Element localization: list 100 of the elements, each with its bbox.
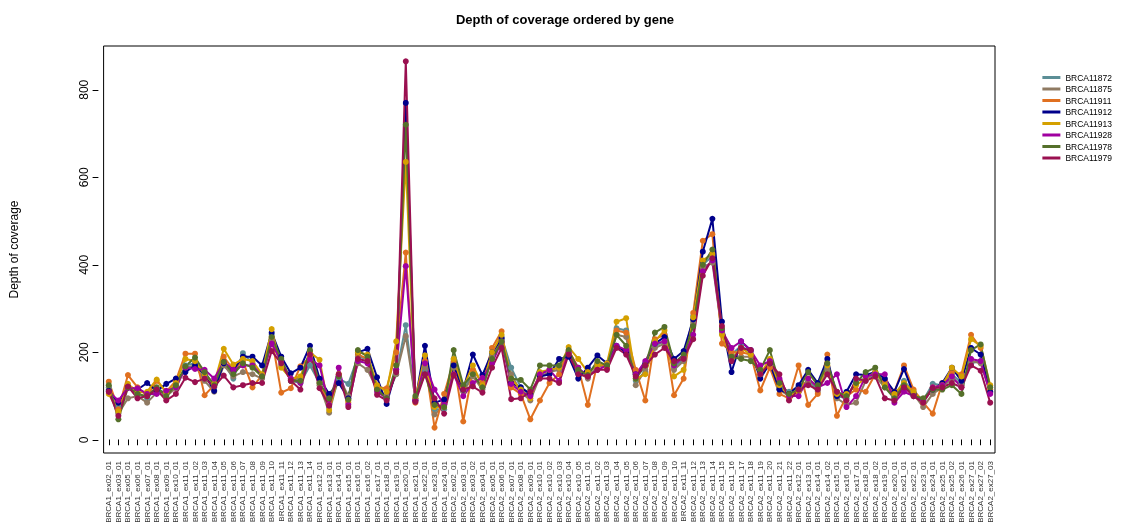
x-tick-label: BRCA1_ex11_08 — [248, 460, 257, 523]
x-tick-label: BRCA1_ex21_01 — [410, 460, 420, 523]
x-tick-label: BRCA1_ex11_07 — [238, 460, 248, 523]
x-tick-label: BRCA1_ex11_12 — [286, 460, 296, 523]
x-tick-label: BRCA2_ex03_02 — [468, 460, 478, 523]
x-tick-label: BRCA2_ex14_02 — [822, 460, 832, 523]
x-tick-label: BRCA1_ex24_01 — [439, 460, 449, 523]
x-tick-label: BRCA2_ex13_01 — [803, 460, 813, 523]
x-tick-label: BRCA1_ex14_01 — [334, 460, 344, 523]
y-tick-label: 0 — [77, 436, 91, 444]
x-tick-label: BRCA1_ex02_01 — [104, 460, 114, 523]
legend-label: BRCA11911 — [1065, 95, 1112, 106]
x-tick-label: BRCA2_ex11_04 — [612, 460, 622, 523]
x-tick-label: BRCA1_ex07_01 — [142, 460, 152, 523]
x-tick-label: BRCA2_ex23_01 — [918, 460, 928, 523]
x-tick-label: BRCA2_ex18_01 — [861, 460, 871, 523]
chart-title: Depth of coverage ordered by gene — [455, 12, 675, 27]
x-tick-label: BRCA2_ex11_15 — [717, 460, 727, 523]
x-tick-label: BRCA2_ex25_01 — [937, 460, 947, 523]
x-tick-label: BRCA2_ex11_21 — [774, 460, 784, 523]
x-tick-label: BRCA1_ex03_01 — [113, 460, 123, 523]
x-tick-label: BRCA2_ex11_03 — [602, 460, 612, 523]
x-tick-label: BRCA1_ex19_01 — [391, 460, 401, 523]
x-tick-label: BRCA1_ex13_01 — [324, 460, 334, 523]
x-tick-label: BRCA2_ex11_02 — [592, 460, 602, 523]
x-tick-label: BRCA1_ex11_13 — [295, 460, 305, 523]
x-tick-label: BRCA2_ex11_16 — [727, 460, 737, 523]
x-tick-label: BRCA2_ex11_20 — [765, 460, 775, 523]
x-tick-label: BRCA2_ex19_01 — [880, 460, 890, 523]
x-tick-label: BRCA2_ex18_02 — [870, 460, 880, 523]
x-tick-label: BRCA1_ex11_14 — [305, 460, 315, 523]
x-tick-label: BRCA2_ex11_18 — [746, 460, 756, 523]
x-tick-label: BRCA1_ex11_10 — [267, 460, 277, 523]
x-tick-label: BRCA2_ex04_01 — [477, 460, 487, 523]
x-tick-label: BRCA1_ex11_09 — [257, 460, 267, 523]
x-tick-label: BRCA2_ex11_17 — [736, 460, 746, 523]
x-tick-label: BRCA2_ex17_01 — [851, 460, 861, 523]
y-tick-label: 800 — [77, 79, 91, 100]
x-tick-label: BRCA1_ex06_01 — [133, 460, 143, 523]
x-tick-label: BRCA1_ex08_01 — [152, 460, 162, 523]
x-tick-label: BRCA1_ex22_01 — [420, 460, 430, 523]
x-tick-label: BRCA2_ex21_01 — [899, 460, 909, 523]
x-tick-label: BRCA2_ex22_01 — [909, 460, 919, 523]
x-tick-label: BRCA2_ex10_03 — [554, 460, 564, 523]
x-tick-label: BRCA2_ex27_03 — [985, 460, 995, 523]
legend-label: BRCA11872 — [1065, 72, 1113, 83]
x-tick-label: BRCA1_ex23_01 — [430, 460, 440, 523]
legend-label: BRCA11875 — [1065, 84, 1113, 94]
x-tick-label: BRCA2_ex11_14 — [707, 460, 717, 523]
x-tick-label: BRCA2_ex25_02 — [947, 460, 957, 523]
x-tick-label: BRCA1_ex16_01 — [353, 460, 363, 523]
x-tick-label: BRCA2_ex10_01 — [535, 460, 545, 523]
x-tick-label: BRCA2_ex12_01 — [794, 460, 804, 523]
x-tick-label: BRCA2_ex11_08 — [650, 460, 660, 523]
x-tick-label: BRCA1_ex10_01 — [171, 460, 181, 523]
x-tick-label: BRCA2_ex02_01 — [449, 460, 459, 523]
x-tick-label: BRCA2_ex11_11 — [679, 460, 689, 522]
x-tick-label: BRCA1_ex17_01 — [372, 460, 382, 523]
y-axis-title: Depth of coverage — [7, 200, 21, 299]
x-tick-label: BRCA1_ex20_01 — [401, 460, 411, 523]
x-tick-label: BRCA1_ex11_05 — [219, 460, 229, 523]
x-tick-label: BRCA2_ex11_13 — [698, 460, 708, 523]
legend-label: BRCA11913 — [1065, 118, 1113, 129]
x-tick-label: BRCA2_ex16_01 — [842, 460, 851, 523]
x-tick-label: BRCA1_ex09_01 — [161, 460, 171, 523]
x-tick-label: BRCA1_ex05_01 — [123, 460, 133, 523]
x-tick-label: BRCA2_ex11_19 — [755, 460, 765, 523]
x-tick-label: BRCA2_ex11_06 — [631, 460, 641, 523]
x-tick-label: BRCA2_ex11_10 — [669, 460, 679, 523]
x-tick-label: BRCA2_ex10_04 — [564, 460, 574, 523]
x-tick-label: BRCA2_ex27_01 — [966, 460, 976, 523]
x-tick-label: BRCA2_ex03_01 — [458, 460, 468, 523]
x-tick-label: BRCA2_ex05_01 — [487, 460, 497, 523]
x-tick-label: BRCA2_ex24_01 — [928, 460, 938, 523]
x-tick-label: BRCA2_ex15_01 — [832, 460, 842, 523]
x-tick-label: BRCA2_ex07_01 — [506, 460, 516, 523]
x-tick-label: BRCA1_ex11_06 — [228, 460, 238, 523]
legend-label: BRCA11912 — [1065, 107, 1113, 117]
x-tick-label: BRCA2_ex11_01 — [583, 460, 593, 523]
x-tick-label: BRCA2_ex14_01 — [813, 460, 823, 523]
x-tick-label: BRCA2_ex06_01 — [497, 460, 507, 523]
legend-label: BRCA11928 — [1065, 130, 1113, 140]
y-tick-label: 600 — [77, 166, 91, 188]
x-tick-label: BRCA2_ex09_01 — [525, 460, 535, 523]
x-tick-label: BRCA1_ex11_02 — [190, 460, 200, 523]
x-tick-label: BRCA2_ex11_12 — [688, 460, 698, 523]
x-tick-label: BRCA1_ex16_02 — [362, 460, 372, 523]
x-tick-label: BRCA2_ex10_02 — [545, 460, 554, 523]
x-tick-label: BRCA2_ex20_01 — [889, 460, 899, 523]
y-tick-label: 400 — [77, 254, 91, 275]
x-tick-label: BRCA2_ex11_07 — [640, 460, 650, 523]
x-tick-label: BRCA1_ex12_01 — [315, 460, 325, 523]
x-tick-label: BRCA1_ex11_01 — [180, 460, 190, 523]
x-tick-label: BRCA2_ex26_01 — [956, 460, 966, 523]
x-tick-label: BRCA2_ex11_05 — [621, 460, 631, 523]
x-tick-label: BRCA1_ex15_01 — [343, 460, 353, 523]
legend-label: BRCA11978 — [1065, 141, 1113, 152]
x-tick-label: BRCA2_ex27_02 — [976, 460, 986, 523]
x-tick-label: BRCA1_ex11_03 — [200, 460, 210, 523]
x-tick-label: BRCA2_ex08_01 — [516, 460, 526, 523]
